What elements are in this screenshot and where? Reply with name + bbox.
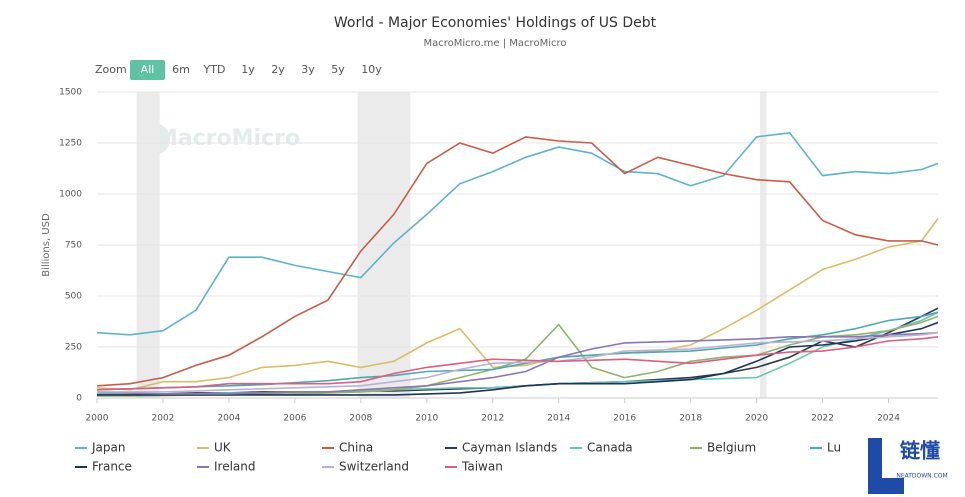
plot-area	[96, 91, 939, 399]
x-tick-label: 2002	[152, 414, 175, 424]
series-line	[97, 311, 939, 395]
legend-label: France	[92, 460, 132, 474]
y-tick-label: 0	[76, 394, 82, 404]
x-tick-label: 2014	[547, 414, 570, 424]
zoom-button-label[interactable]: YTD	[203, 63, 226, 76]
series-line	[96, 131, 939, 336]
chart-title: World - Major Economies' Holdings of US …	[334, 15, 657, 31]
x-tick-label: 2024	[877, 414, 900, 424]
x-tick-label: 2008	[349, 414, 372, 424]
y-tick-label: 250	[65, 343, 82, 353]
series-line	[97, 321, 939, 396]
x-tick-label: 2010	[415, 414, 438, 424]
chart-subtitle: MacroMicro.me | MacroMicro	[424, 38, 567, 49]
zoom-button[interactable]	[130, 60, 165, 80]
series-line	[96, 218, 939, 391]
zoom-button-label[interactable]: All	[141, 63, 155, 76]
x-tick-label: 2006	[283, 414, 306, 424]
series-line	[96, 331, 939, 395]
zoom-label: Zoom	[95, 63, 127, 76]
x-tick-label: 2018	[679, 414, 702, 424]
x-tick-label: 2000	[86, 414, 109, 424]
zoom-button-label[interactable]: 1y	[241, 63, 255, 76]
y-tick-label: 1500	[59, 88, 82, 98]
legend-label: UK	[214, 441, 232, 455]
series-line	[96, 136, 939, 387]
zoom-button-label[interactable]: 5y	[331, 63, 345, 76]
corner-mark: 链懂	[900, 439, 940, 463]
legend-label: Canada	[587, 441, 633, 455]
y-tick-label: 1250	[59, 139, 82, 149]
zoom-button-label[interactable]: 10y	[361, 63, 382, 76]
y-axis-label: Billions, USD	[41, 213, 52, 277]
x-tick-label: 2012	[481, 414, 504, 424]
legend-label: Switzerland	[339, 460, 409, 474]
series-line	[97, 331, 939, 393]
series-line	[96, 336, 939, 391]
legend-label: China	[339, 441, 373, 455]
corner-logo	[868, 438, 904, 494]
y-tick-label: 1000	[59, 190, 82, 200]
x-tick-label: 2016	[613, 414, 636, 424]
legend-label: Belgium	[707, 441, 756, 455]
legend-label: Taiwan	[461, 460, 503, 474]
x-tick-label: 2022	[811, 414, 834, 424]
corner-mark-sub: NEATDOWN.COM	[896, 473, 947, 480]
zoom-button-label[interactable]: 3y	[301, 63, 315, 76]
legend-label: Lu	[827, 441, 841, 455]
watermark: MacroMicro	[156, 126, 300, 151]
y-tick-label: 750	[65, 241, 82, 251]
legend-label: Ireland	[214, 460, 256, 474]
zoom-button-label[interactable]: 2y	[271, 63, 285, 76]
legend-label: Japan	[91, 441, 125, 455]
zoom-button-label[interactable]: 6m	[172, 63, 190, 76]
x-tick-label: 2004	[217, 414, 240, 424]
y-tick-label: 500	[65, 292, 82, 302]
legend-label: Cayman Islands	[462, 441, 557, 455]
x-tick-label: 2020	[745, 414, 768, 424]
